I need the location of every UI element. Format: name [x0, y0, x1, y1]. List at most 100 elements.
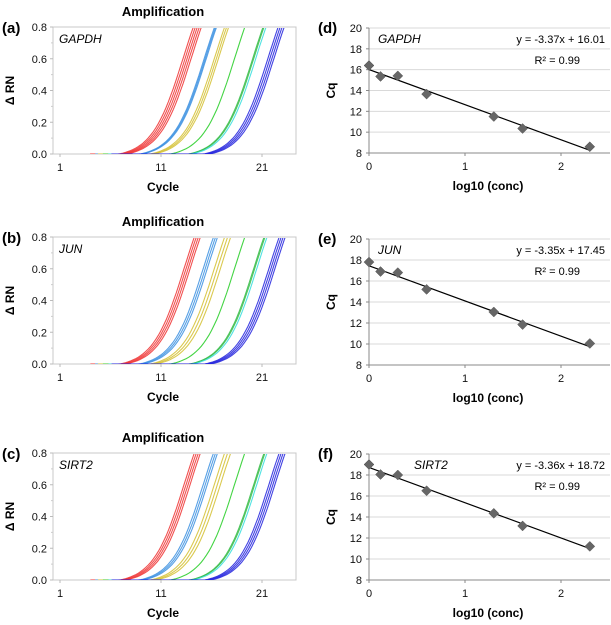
y-tick-label: 10 — [350, 127, 362, 139]
x-tick-label: 1 — [57, 162, 63, 174]
data-point — [363, 256, 375, 268]
x-axis-label: Cycle — [147, 180, 179, 194]
x-tick-label: 2 — [558, 161, 564, 173]
gene-name: GAPDH — [59, 32, 102, 46]
panel-title: Amplification — [122, 4, 204, 19]
data-point — [517, 319, 528, 330]
r-squared: R² = 0.99 — [534, 481, 580, 493]
y-tick-label: 0.8 — [32, 22, 47, 34]
amplification-curve-yellow — [97, 238, 225, 364]
x-tick-label: 11 — [155, 162, 166, 174]
y-tick-label: 12 — [350, 106, 362, 118]
amplification-curve-green-2 — [107, 28, 265, 154]
y-tick-label: 8 — [356, 575, 362, 587]
y-tick-label: 0.6 — [32, 54, 47, 66]
amplification-curve-yellow — [99, 454, 231, 580]
amplification-curve-blue-light — [95, 238, 214, 364]
amplification-curve-yellow — [98, 454, 228, 580]
amplification-curve-green — [102, 238, 246, 364]
y-axis-label: Cq — [324, 294, 338, 310]
data-point — [517, 520, 528, 532]
amplification-curve-yellow — [98, 238, 228, 364]
x-tick-label: 0 — [366, 588, 372, 600]
x-tick-label: 21 — [256, 588, 268, 600]
data-point — [392, 70, 404, 82]
y-tick-label: 14 — [350, 512, 362, 524]
x-axis-label: log10 (conc) — [453, 179, 524, 193]
trendline — [368, 265, 591, 348]
amplification-curve-yellow — [98, 28, 229, 154]
x-axis-label: Cycle — [147, 606, 179, 620]
data-point — [488, 507, 500, 519]
y-tick-label: 8 — [356, 360, 362, 372]
y-tick-label: 16 — [350, 491, 362, 503]
y-tick-label: 12 — [350, 318, 362, 330]
amplification-panel-jun: Amplification(b)0.00.20.40.60.81 11 21Cycl… — [2, 214, 297, 404]
y-tick-label: 0.2 — [32, 117, 47, 129]
y-tick-label: 14 — [350, 297, 362, 309]
trendline — [368, 466, 591, 550]
x-tick-label: 21 — [256, 372, 268, 384]
gene-name: GAPDH — [378, 32, 421, 46]
trendline-equation: y = -3.35x + 17.45 — [516, 245, 605, 257]
panel-title: Amplification — [122, 430, 204, 445]
data-point — [363, 459, 375, 470]
amplification-curve-blue-light — [96, 454, 218, 580]
amplification-curve-blue-light — [95, 28, 217, 154]
y-tick-label: 18 — [350, 44, 362, 56]
amplification-curve-green — [102, 28, 246, 154]
amplification-curve-blue — [113, 454, 286, 580]
data-point — [392, 267, 404, 278]
y-axis-label: Cq — [324, 509, 338, 525]
data-point — [584, 338, 596, 349]
panel-title: Amplification — [122, 214, 204, 229]
panel-letter: (e) — [318, 231, 336, 248]
y-tick-label: 0.0 — [32, 575, 47, 587]
y-axis-label: Δ RN — [3, 286, 17, 315]
y-tick-label: 0.0 — [32, 149, 47, 161]
y-tick-label: 0.4 — [32, 512, 47, 524]
data-point — [488, 111, 500, 122]
trendline-equation: y = -3.37x + 16.01 — [516, 34, 605, 46]
gene-name: SIRT2 — [414, 458, 448, 472]
y-tick-label: 20 — [350, 23, 362, 35]
y-axis-label: Δ RN — [3, 502, 17, 531]
amplification-curve-green-2 — [108, 454, 266, 580]
y-tick-label: 20 — [350, 449, 362, 461]
y-tick-label: 0.6 — [32, 480, 47, 492]
amplification-curve-green — [102, 454, 246, 580]
curves — [90, 454, 286, 580]
data-point — [421, 88, 432, 100]
panel-letter: (c) — [2, 446, 20, 463]
data-point — [375, 71, 386, 82]
x-tick-label: 11 — [155, 588, 166, 600]
x-tick-label: 1 — [57, 588, 63, 600]
gene-name: JUN — [377, 243, 402, 257]
y-tick-label: 0.2 — [32, 327, 47, 339]
r-squared: R² = 0.99 — [534, 266, 580, 278]
x-tick-label: 1 — [462, 588, 468, 600]
y-axis-label: Cq — [324, 83, 338, 99]
amplification-curve-yellow — [97, 28, 225, 154]
y-tick-label: 10 — [350, 339, 362, 351]
y-tick-label: 14 — [350, 86, 362, 98]
x-tick-label: 1 — [57, 372, 63, 384]
y-tick-label: 0.2 — [32, 543, 47, 555]
y-tick-label: 20 — [350, 234, 362, 246]
amplification-curve-blue-light — [95, 454, 216, 580]
y-tick-label: 0.8 — [32, 232, 47, 244]
amplification-curve-green-2 — [108, 238, 266, 364]
amplification-curve-blue-light — [95, 454, 214, 580]
data-point — [517, 123, 528, 134]
x-tick-label: 0 — [366, 373, 372, 385]
y-axis-label: Δ RN — [3, 76, 17, 105]
x-tick-label: 21 — [256, 162, 268, 174]
amplification-curve-yellow — [98, 28, 227, 154]
x-axis-label: log10 (conc) — [453, 391, 524, 405]
panel-letter: (f) — [318, 446, 333, 463]
amplification-curve-blue-light — [96, 238, 218, 364]
y-tick-label: 0.8 — [32, 448, 47, 460]
amplification-panel-gapdh: Amplification(a)0.00.20.40.60.81 11 21Cycl… — [2, 4, 297, 194]
